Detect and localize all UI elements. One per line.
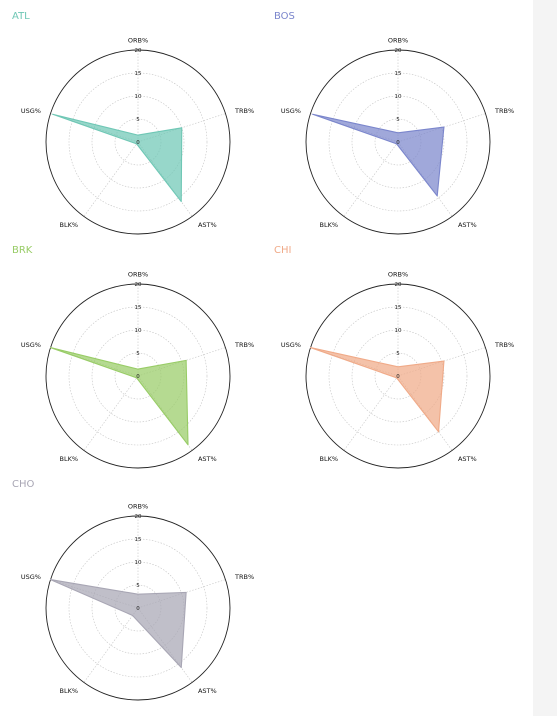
radar-chi: CHI 0 5 10 15 20 ORB% TRB% AST% BLK% USG% <box>274 245 514 469</box>
radar-brk-tick-10: 10 <box>135 328 142 334</box>
radar-chi-axis-label-blk-pct: BLK% <box>320 455 339 463</box>
radar-cho-axis-label-usg-pct: USG% <box>21 573 41 581</box>
radar-atl-spoke-blk-pct <box>83 141 139 217</box>
radar-atl-tick-10: 10 <box>135 94 142 100</box>
radar-cho-spoke-blk-pct <box>83 607 139 683</box>
radar-bos: BOS 0 5 10 15 20 ORB% TRB% AST% BLK% USG% <box>274 11 514 235</box>
radar-brk-outer-ring <box>45 283 231 469</box>
radar-cho: CHO 0 5 10 15 20 ORB% TRB% AST% BLK% USG% <box>12 479 254 701</box>
radar-brk-tick-20: 20 <box>135 282 142 288</box>
radar-atl-tick-0: 0 <box>136 140 140 146</box>
radar-bos-axis-label-ast-pct: AST% <box>458 221 477 229</box>
radar-brk-tick-15: 15 <box>135 305 142 311</box>
radar-brk-data-area <box>49 347 189 446</box>
radar-bos-axis-label-orb-pct: ORB% <box>388 37 408 45</box>
radar-atl-tick-5: 5 <box>136 117 140 123</box>
radar-atl-axis-label-trb-pct: TRB% <box>234 107 254 115</box>
radar-cho-axis-label-blk-pct: BLK% <box>60 687 79 695</box>
radar-cho-tick-0: 0 <box>136 606 140 612</box>
radar-atl-data-area <box>52 113 183 203</box>
radar-brk: BRK 0 5 10 15 20 ORB% TRB% AST% BLK% USG% <box>12 245 254 469</box>
radar-bos-axis-label-usg-pct: USG% <box>281 107 301 115</box>
radar-atl-tick-15: 15 <box>135 71 142 77</box>
radar-brk-axis-label-trb-pct: TRB% <box>234 341 254 349</box>
radar-atl: ATL 0 5 10 15 20 ORB% TRB% AST% BLK% USG% <box>12 11 254 235</box>
radar-brk-axis-label-blk-pct: BLK% <box>60 455 79 463</box>
right-margin-strip <box>533 0 557 716</box>
radar-cho-tick-10: 10 <box>135 560 142 566</box>
radar-cho-tick-20: 20 <box>135 514 142 520</box>
radar-cho-title: CHO <box>12 479 35 490</box>
radar-atl-axis-label-blk-pct: BLK% <box>60 221 79 229</box>
radar-cho-axis-label-orb-pct: ORB% <box>128 503 148 511</box>
radar-chi-title: CHI <box>274 245 291 256</box>
radar-bos-tick-20: 20 <box>395 48 402 54</box>
radar-chi-data-area <box>309 347 445 433</box>
radar-cho-tick-15: 15 <box>135 537 142 543</box>
radar-chi-outer-ring <box>305 283 491 469</box>
radar-bos-axis-label-blk-pct: BLK% <box>320 221 339 229</box>
radar-cho-tick-5: 5 <box>136 583 140 589</box>
radar-chi-spoke-blk-pct <box>343 375 399 451</box>
radar-cho-axis-label-trb-pct: TRB% <box>234 573 254 581</box>
radar-atl-tick-20: 20 <box>135 48 142 54</box>
radar-cho-data-area <box>49 579 187 669</box>
radar-atl-axis-label-usg-pct: USG% <box>21 107 41 115</box>
radar-chi-tick-10: 10 <box>395 328 402 334</box>
radar-chi-tick-15: 15 <box>395 305 402 311</box>
radar-bos-tick-5: 5 <box>396 117 400 123</box>
radar-chi-tick-0: 0 <box>396 374 400 380</box>
radar-brk-spoke-blk-pct <box>83 375 139 451</box>
radar-bos-title: BOS <box>274 11 295 22</box>
radar-chi-axis-label-orb-pct: ORB% <box>388 271 408 279</box>
radar-brk-tick-0: 0 <box>136 374 140 380</box>
radar-chi-tick-5: 5 <box>396 351 400 357</box>
radar-chi-axis-label-trb-pct: TRB% <box>494 341 514 349</box>
radar-brk-title: BRK <box>12 245 33 256</box>
radar-chi-axis-label-ast-pct: AST% <box>458 455 477 463</box>
radar-atl-outer-ring <box>45 49 231 235</box>
radar-brk-axis-label-usg-pct: USG% <box>21 341 41 349</box>
radar-brk-axis-label-orb-pct: ORB% <box>128 271 148 279</box>
radar-cho-axis-label-ast-pct: AST% <box>198 687 217 695</box>
radar-bos-tick-15: 15 <box>395 71 402 77</box>
radar-brk-tick-5: 5 <box>136 351 140 357</box>
radar-atl-title: ATL <box>12 11 30 22</box>
radar-bos-tick-0: 0 <box>396 140 400 146</box>
radar-bos-spoke-blk-pct <box>343 141 399 217</box>
radar-chi-tick-20: 20 <box>395 282 402 288</box>
radar-atl-axis-label-orb-pct: ORB% <box>128 37 148 45</box>
radar-atl-axis-label-ast-pct: AST% <box>198 221 217 229</box>
radar-brk-axis-label-ast-pct: AST% <box>198 455 217 463</box>
radar-cho-outer-ring <box>45 515 231 701</box>
radar-bos-outer-ring <box>305 49 491 235</box>
radar-bos-tick-10: 10 <box>395 94 402 100</box>
radar-bos-axis-label-trb-pct: TRB% <box>494 107 514 115</box>
radar-chi-axis-label-usg-pct: USG% <box>281 341 301 349</box>
radar-bos-data-area <box>312 113 445 197</box>
